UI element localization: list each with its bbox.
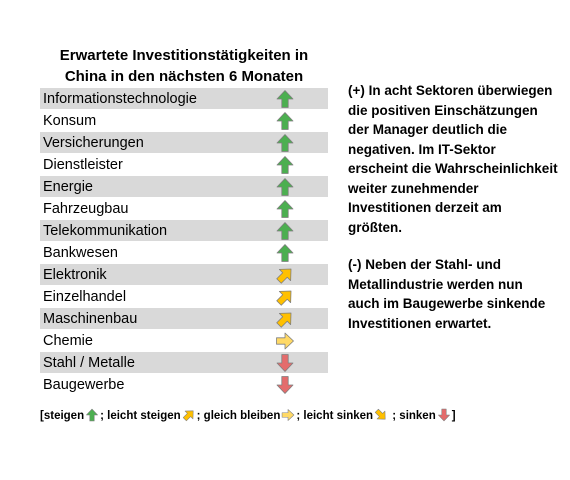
table-row: Maschinenbau (40, 308, 328, 330)
table-row: Chemie (40, 330, 328, 352)
sector-label: Baugewerbe (43, 377, 125, 393)
arrow-up-right-icon (276, 312, 292, 328)
sector-label: Fahrzeugbau (43, 201, 129, 217)
arrow-up-icon (276, 200, 294, 218)
arrow-up-right-icon (276, 268, 292, 284)
sector-label: Versicherungen (43, 135, 144, 151)
sector-label: Konsum (43, 113, 97, 129)
table-row: Konsum (40, 110, 328, 132)
arrow-up-icon (276, 90, 294, 108)
arrow-up-icon (276, 244, 294, 262)
legend-separator: ; (389, 410, 400, 422)
table-row: Telekommunikation (40, 220, 328, 242)
sector-label: Chemie (43, 333, 93, 349)
arrow-up-icon (86, 408, 98, 422)
table-row: Versicherungen (40, 132, 328, 154)
legend-label: leicht sinken (303, 410, 374, 422)
legend-label: steigen (43, 410, 85, 422)
table-row: Stahl / Metalle (40, 352, 328, 374)
table-row: Baugewerbe (40, 374, 328, 396)
table-row: Fahrzeugbau (40, 198, 328, 220)
commentary: (+) In acht Sektoren überwiegen die posi… (348, 81, 558, 351)
sector-label: Einzelhandel (43, 289, 127, 305)
table-row: Energie (40, 176, 328, 198)
legend-separator: ; (296, 410, 304, 422)
arrow-up-icon (276, 222, 294, 240)
sector-label: Telekommunikation (43, 223, 168, 239)
arrow-right-icon (282, 409, 295, 421)
arrow-down-icon (276, 376, 294, 394)
arrow-down-right-icon (374, 408, 386, 420)
table-row: Dienstleister (40, 154, 328, 176)
arrow-right-icon (276, 332, 294, 350)
legend-label: gleich bleiben (203, 410, 281, 422)
table-row: Bankwesen (40, 242, 328, 264)
legend-separator: ; (100, 410, 108, 422)
sector-label: Maschinenbau (43, 311, 138, 327)
commentary-positive: (+) In acht Sektoren überwiegen die posi… (348, 83, 558, 235)
legend: [steigen; leicht steigen; gleich bleiben… (40, 407, 560, 425)
legend-close-bracket: ] (451, 410, 456, 422)
legend-label: leicht steigen (107, 410, 181, 422)
arrow-down-icon (437, 408, 450, 422)
sector-label: Energie (43, 179, 93, 195)
arrow-up-icon (276, 178, 294, 196)
legend-open-bracket: [ (40, 410, 44, 422)
sector-label: Informationstechnologie (43, 91, 197, 107)
chart-title: Erwartete Investitionstätigkeiten in Chi… (59, 47, 309, 85)
arrow-up-icon (276, 112, 294, 130)
sector-label: Elektronik (43, 267, 107, 283)
sector-label: Stahl / Metalle (43, 355, 135, 371)
arrow-up-right-icon (182, 410, 194, 422)
arrow-up-right-icon (276, 290, 292, 306)
arrow-down-icon (276, 354, 294, 372)
legend-separator: ; (196, 410, 204, 422)
sector-label: Bankwesen (43, 245, 118, 261)
arrow-up-icon (276, 134, 294, 152)
sector-label: Dienstleister (43, 157, 123, 173)
table-row: Einzelhandel (40, 286, 328, 308)
table-row: Elektronik (40, 264, 328, 286)
trend-table: Informationstechnologie Konsum Versicherun… (40, 88, 328, 396)
legend-label: sinken (399, 410, 436, 422)
arrow-up-icon (276, 156, 294, 174)
table-row: Informationstechnologie (40, 88, 328, 110)
commentary-negative: (-) Neben der Stahl- und Metallindustrie… (348, 257, 546, 331)
